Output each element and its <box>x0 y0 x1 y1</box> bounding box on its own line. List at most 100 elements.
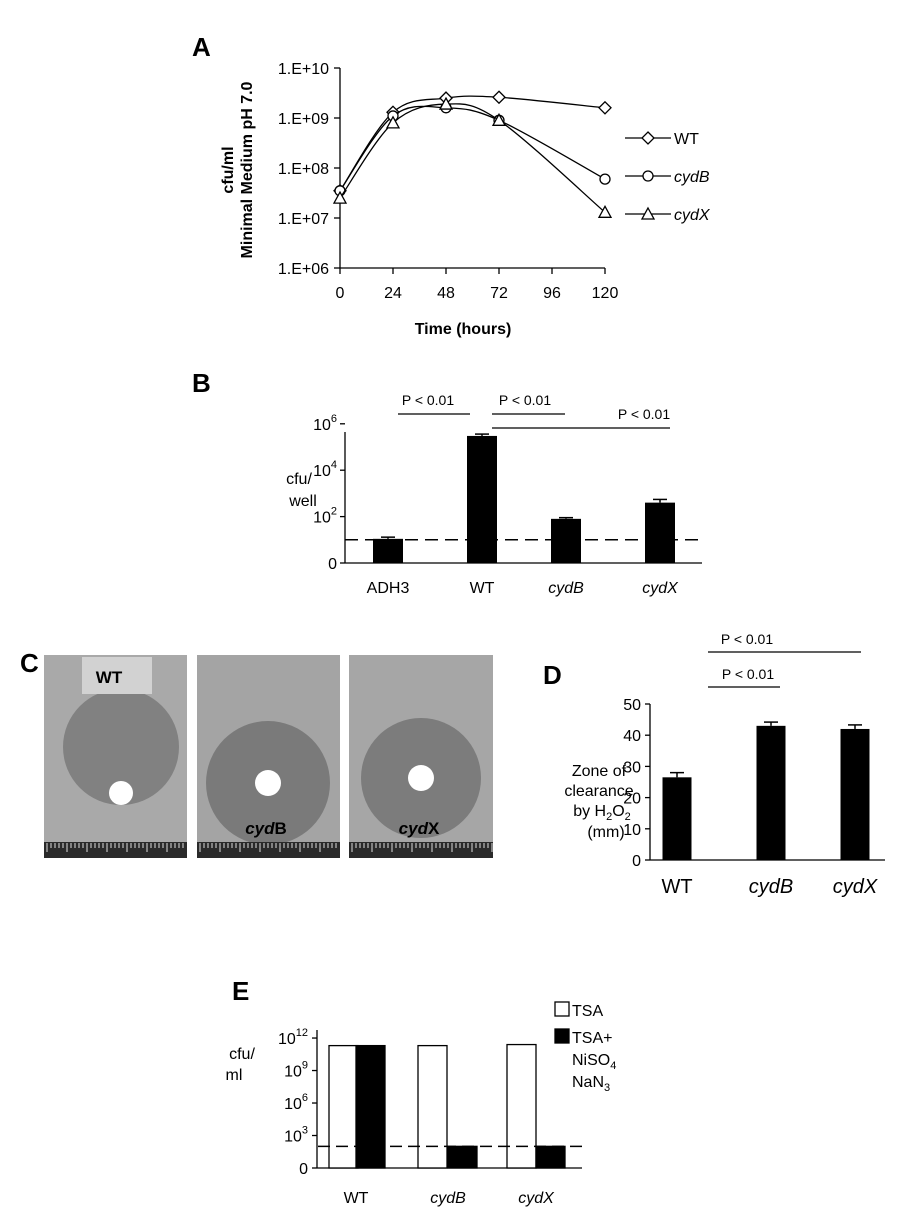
a-y-axis-title-line1: cfu/ml <box>220 146 237 193</box>
photo-cydb-disc <box>255 770 281 796</box>
e-y-tick-label: 1012 <box>278 1027 308 1048</box>
photo-cydx-ruler <box>349 842 493 858</box>
a-y-tick-label: 1.E+10 <box>278 61 329 78</box>
a-x-tick-label: 120 <box>592 285 619 302</box>
a-series-line-cydb <box>339 105 606 192</box>
e-bar-wt-tsa-niso4-nan3 <box>355 1044 386 1169</box>
a-y-tick-label: 1.E+09 <box>278 111 329 128</box>
e-x-label-cydx: cydX <box>518 1190 555 1207</box>
e-y-axis-title-line2: ml <box>226 1067 243 1084</box>
a-point-cydx <box>491 112 507 126</box>
b-significance-label: P < 0.01 <box>618 406 671 422</box>
photo-wt-label: WT <box>96 668 123 687</box>
d-y-tick-label: 50 <box>623 697 641 714</box>
a-series-line-cydx <box>339 103 606 213</box>
b-y-axis-title-line1: cfu/ <box>286 471 312 488</box>
b-y-tick-label: 0 <box>328 556 337 573</box>
b-x-label-adh3: ADH3 <box>367 580 410 597</box>
d-significance-label: P < 0.01 <box>722 666 775 682</box>
d-x-label-cydx: cydX <box>833 876 878 898</box>
a-point-wt <box>598 100 612 115</box>
b-bar-cydx <box>645 502 675 563</box>
e-bar-cydx-tsa <box>506 1043 537 1169</box>
a-point-cydx <box>438 96 454 110</box>
d-bar-wt <box>662 777 692 860</box>
a-x-tick-label: 24 <box>384 285 402 302</box>
d-y-tick-label: 30 <box>623 759 641 776</box>
a-legend-label-cydb: cydB <box>674 169 710 186</box>
b-y-tick-label: 106 <box>313 413 337 434</box>
photo-cydb: cydB <box>197 655 340 858</box>
e-x-label-wt: WT <box>344 1190 369 1207</box>
b-bar-wt <box>467 435 497 563</box>
e-legend-swatch-filled <box>554 1028 570 1044</box>
b-bar-adh3 <box>373 538 403 563</box>
e-bar-wt-tsa <box>328 1044 359 1169</box>
b-y-tick-label: 102 <box>313 506 337 527</box>
d-y-tick-label: 0 <box>632 853 641 870</box>
d-x-label-wt: WT <box>661 876 692 898</box>
photo-wt-label-box <box>82 657 152 694</box>
a-x-tick-label: 72 <box>490 285 508 302</box>
e-legend-label-filled-line2: NiSO4 <box>572 1052 616 1072</box>
a-x-tick-label: 48 <box>437 285 455 302</box>
a-point-cydb <box>599 173 611 185</box>
d-y-axis-title-line1: Zone of <box>572 763 627 780</box>
d-y-axis-title-line4: (mm) <box>587 824 624 841</box>
a-y-axis-title-line2: Minimal Medium pH 7.0 <box>239 81 256 258</box>
b-x-label-cydb: cydB <box>548 580 584 597</box>
d-y-tick-label: 10 <box>623 822 641 839</box>
b-y-axis-title-line2: well <box>288 493 317 510</box>
panel-letter-b: B <box>192 368 211 398</box>
d-significance-label: P < 0.01 <box>721 631 774 647</box>
a-legend-marker-wt <box>641 131 655 145</box>
a-legend-marker-cydx <box>640 206 656 220</box>
e-y-tick-label: 106 <box>284 1092 308 1113</box>
a-point-cydx <box>597 204 613 218</box>
panel-e-bar-chart: 0 103 106 109 1012 WT cydB cydX cfu/ ml TSA TS… <box>226 1001 616 1207</box>
a-x-tick-label: 96 <box>543 285 561 302</box>
panel-letter-d: D <box>543 660 562 690</box>
e-y-tick-label: 109 <box>284 1060 308 1081</box>
a-x-axis-title: Time (hours) <box>415 321 512 338</box>
d-y-tick-label: 40 <box>623 728 641 745</box>
b-x-label-cydx: cydX <box>642 580 679 597</box>
e-legend-label-filled-line1: TSA+ <box>572 1030 612 1047</box>
panel-letter-e: E <box>232 976 249 1006</box>
b-bar-cydb <box>551 518 581 563</box>
a-legend-marker-cydb <box>642 170 654 182</box>
d-bar-cydb <box>756 725 786 860</box>
e-legend-swatch-open <box>554 1001 570 1017</box>
a-y-tick-label: 1.E+06 <box>278 261 329 278</box>
a-point-cydx <box>332 190 348 204</box>
photo-wt-clearance-zone <box>63 689 179 805</box>
e-x-label-cydb: cydB <box>430 1190 466 1207</box>
photo-cydx: cydX <box>349 655 493 858</box>
d-y-axis-title-line2: clearance <box>564 783 633 800</box>
b-significance-label: P < 0.01 <box>499 392 552 408</box>
d-bar-cydx <box>840 728 870 860</box>
e-y-tick-label: 103 <box>284 1125 308 1146</box>
photo-cydx-label: cydX <box>399 819 440 838</box>
e-bar-cydb-tsa-niso4-nan3 <box>447 1145 478 1169</box>
b-significance-label: P < 0.01 <box>402 392 455 408</box>
panel-c-photos: WT cydB cydX <box>44 655 493 858</box>
d-x-label-cydb: cydB <box>749 876 793 898</box>
e-legend-label-open: TSA <box>572 1003 603 1020</box>
a-point-wt <box>492 90 506 105</box>
panel-letter-a: A <box>192 32 211 62</box>
photo-cydb-label: cydB <box>245 819 287 838</box>
photo-wt: WT <box>44 655 187 858</box>
e-legend: TSA TSA+ NiSO4 NaN3 <box>554 1001 616 1094</box>
d-y-axis-title-line3: by H2O2 <box>573 803 631 823</box>
e-y-axis-title-line1: cfu/ <box>229 1046 255 1063</box>
a-y-tick-label: 1.E+08 <box>278 161 329 178</box>
a-legend-label-wt: WT <box>674 131 699 148</box>
a-point-cydx <box>385 115 401 129</box>
panel-a-line-chart: 1.E+06 1.E+07 1.E+08 1.E+09 1.E+10 0 24 48 72 96… <box>220 61 711 338</box>
panel-letter-c: C <box>20 648 39 678</box>
e-y-tick-label: 0 <box>299 1161 308 1178</box>
panel-b-bar-chart: 0 102 104 106 P < 0.01 P < 0.01 P < 0.01 ADH3… <box>286 392 702 597</box>
b-y-tick-label: 104 <box>313 459 337 480</box>
